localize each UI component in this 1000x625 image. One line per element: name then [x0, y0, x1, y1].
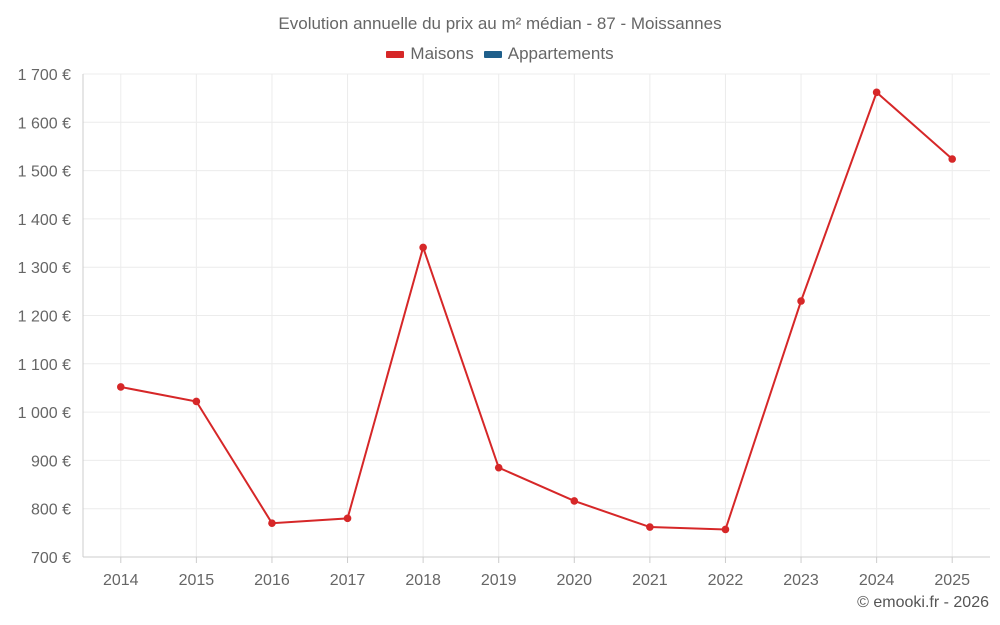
legend-item-maisons[interactable]: Maisons: [386, 44, 474, 64]
legend-swatch-maisons: [386, 50, 405, 58]
data-point: [948, 155, 957, 163]
data-point: [192, 397, 201, 406]
x-tick-label: 2022: [708, 572, 744, 589]
y-tick-label: 1 400 €: [18, 212, 71, 229]
data-point: [721, 525, 730, 534]
legend-label-appartements: Appartements: [507, 44, 614, 63]
y-tick-label: 1 500 €: [18, 164, 71, 181]
x-tick-label: 2017: [330, 572, 366, 589]
y-tick-label: 1 200 €: [18, 309, 71, 326]
x-tick-label: 2015: [179, 572, 215, 589]
data-point: [116, 383, 125, 391]
x-tick-label: 2023: [783, 572, 819, 589]
legend-label-maisons: Maisons: [410, 44, 474, 63]
data-point: [570, 497, 579, 505]
x-tick-label: 2024: [859, 572, 895, 589]
credit-text: © emooki.fr - 2026: [857, 594, 989, 611]
y-tick-label: 1 700 €: [18, 67, 71, 84]
x-tick-label: 2020: [556, 572, 592, 589]
y-tick-label: 1 300 €: [18, 260, 71, 277]
x-tick-label: 2019: [481, 572, 517, 589]
y-tick-label: 700 €: [31, 550, 71, 567]
x-tick-label: 2014: [103, 572, 139, 589]
y-tick-label: 1 000 €: [18, 405, 71, 422]
legend-item-appartements[interactable]: Appartements: [483, 44, 614, 64]
chart-title: Evolution annuelle du prix au m² médian …: [278, 14, 722, 33]
data-point: [872, 88, 881, 97]
data-point: [419, 243, 427, 252]
data-point: [797, 297, 805, 305]
data-point: [343, 514, 352, 523]
y-tick-label: 800 €: [31, 502, 71, 519]
x-tick-label: 2018: [405, 572, 441, 589]
data-point: [646, 523, 654, 531]
x-tick-label: 2016: [254, 572, 290, 589]
y-tick-label: 1 600 €: [18, 115, 71, 132]
legend: Maisons Appartements: [0, 44, 1000, 64]
x-tick-label: 2025: [934, 572, 970, 589]
y-tick-label: 900 €: [31, 453, 71, 470]
data-point: [268, 519, 276, 527]
x-tick-label: 2021: [632, 572, 668, 589]
data-point: [494, 463, 503, 472]
y-tick-label: 1 100 €: [18, 357, 71, 374]
series-line-maisons: [120, 90, 953, 531]
legend-swatch-appartements: [483, 50, 502, 58]
